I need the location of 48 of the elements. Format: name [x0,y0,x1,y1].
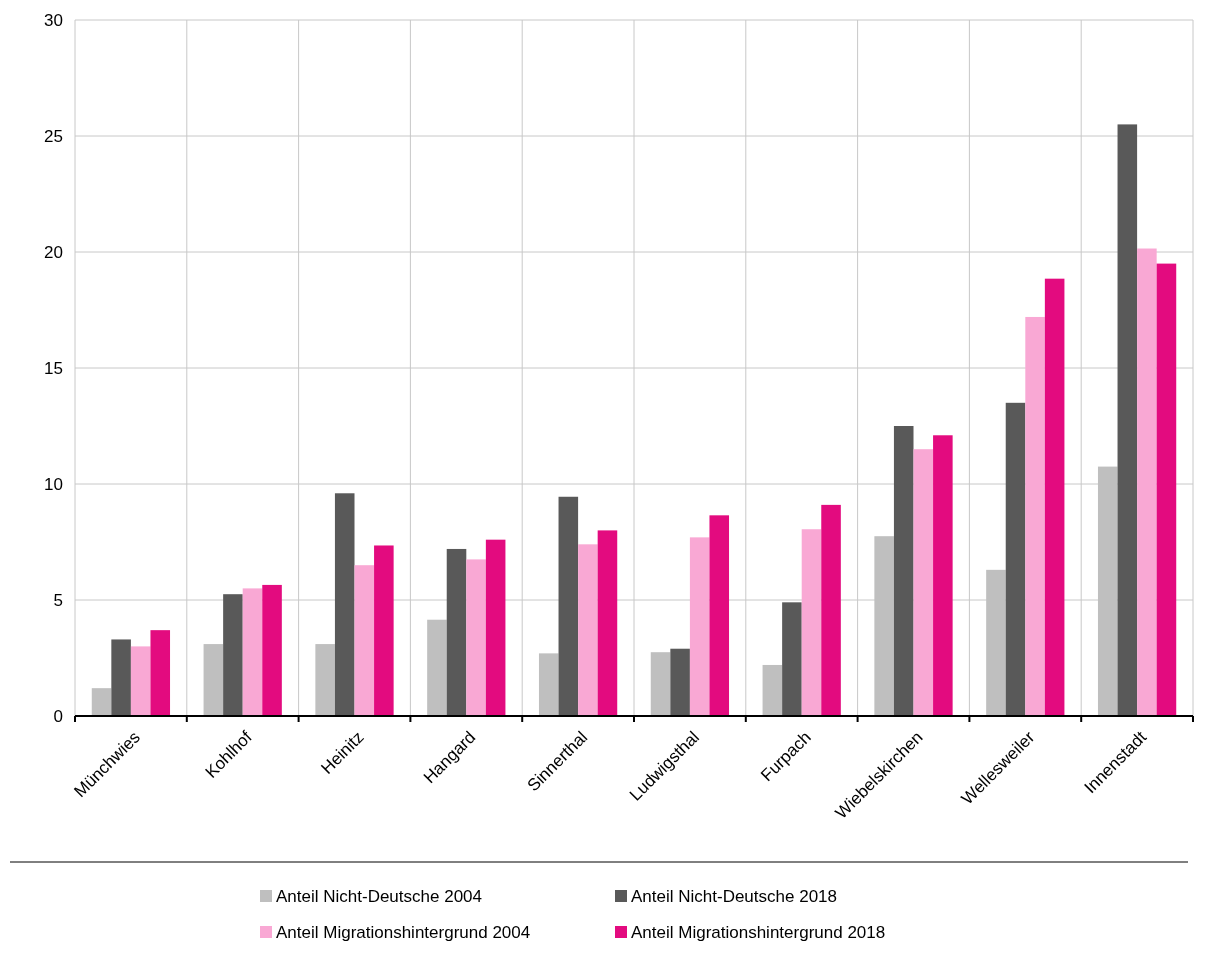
y-tick-label: 25 [44,126,63,146]
legend-label: Anteil Migrationshintergrund 2018 [631,922,886,942]
bar [709,515,730,716]
bar [130,646,151,716]
y-tick-label: 5 [53,590,63,610]
bar [223,594,243,716]
y-tick-label: 15 [44,358,63,378]
bar [1025,316,1045,716]
bar [762,664,783,716]
y-tick-label: 20 [44,242,63,262]
bar [650,652,671,716]
bar [578,544,598,716]
bar [821,504,841,716]
bar [1005,402,1026,716]
y-tick-label: 10 [44,474,63,494]
bar [427,619,447,716]
legend-label: Anteil Nicht-Deutsche 2004 [276,886,483,906]
bar [374,545,394,716]
bar [111,639,131,716]
bar [446,548,467,716]
bar [558,496,579,716]
bar [670,648,690,716]
bar [354,565,375,716]
y-tick-label: 30 [44,10,63,30]
bar [893,426,914,716]
bar [933,435,953,716]
legend-label: Anteil Migrationshintergrund 2004 [276,922,531,942]
bar [262,584,282,716]
legend-label: Anteil Nicht-Deutsche 2018 [631,886,838,906]
bar [91,688,112,716]
bar [485,539,506,716]
bar [801,529,822,716]
bar [334,493,355,716]
bar [1156,263,1177,716]
bar [538,653,559,716]
bar [203,644,224,716]
bar [1137,248,1157,716]
bar [1044,278,1065,716]
bar [913,449,934,716]
bar [242,588,263,716]
bar [1117,124,1138,716]
y-tick-label: 0 [53,706,63,726]
bar [597,530,618,716]
bar [782,602,802,716]
bar [150,630,171,716]
bar [689,537,710,716]
bar [466,559,486,716]
bar [315,644,335,716]
